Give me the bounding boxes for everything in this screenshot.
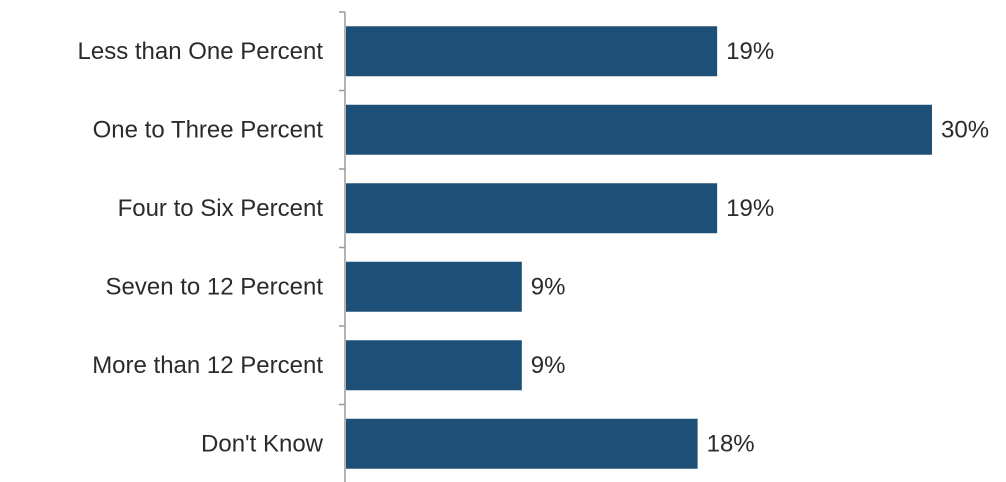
category-label: More than 12 Percent bbox=[92, 352, 323, 379]
labels-layer: Less than One Percent 19% One to Three Per… bbox=[78, 38, 990, 458]
bar bbox=[346, 104, 932, 155]
category-label: Seven to 12 Percent bbox=[106, 273, 324, 300]
category-label: Don't Know bbox=[201, 430, 324, 457]
data-label: 30% bbox=[941, 116, 989, 143]
data-label: 19% bbox=[726, 195, 774, 222]
bar bbox=[346, 261, 522, 312]
category-axis bbox=[339, 11, 346, 482]
data-label: 9% bbox=[531, 273, 566, 300]
bars-layer bbox=[346, 26, 932, 469]
category-label: Four to Six Percent bbox=[118, 195, 324, 222]
category-label: Less than One Percent bbox=[78, 38, 324, 65]
data-label: 18% bbox=[707, 430, 755, 457]
category-label: One to Three Percent bbox=[93, 116, 324, 143]
bar bbox=[346, 418, 698, 469]
bar bbox=[346, 183, 718, 234]
bar bbox=[346, 340, 522, 391]
data-label: 19% bbox=[726, 38, 774, 65]
data-label: 9% bbox=[531, 352, 566, 379]
bar bbox=[346, 26, 718, 77]
